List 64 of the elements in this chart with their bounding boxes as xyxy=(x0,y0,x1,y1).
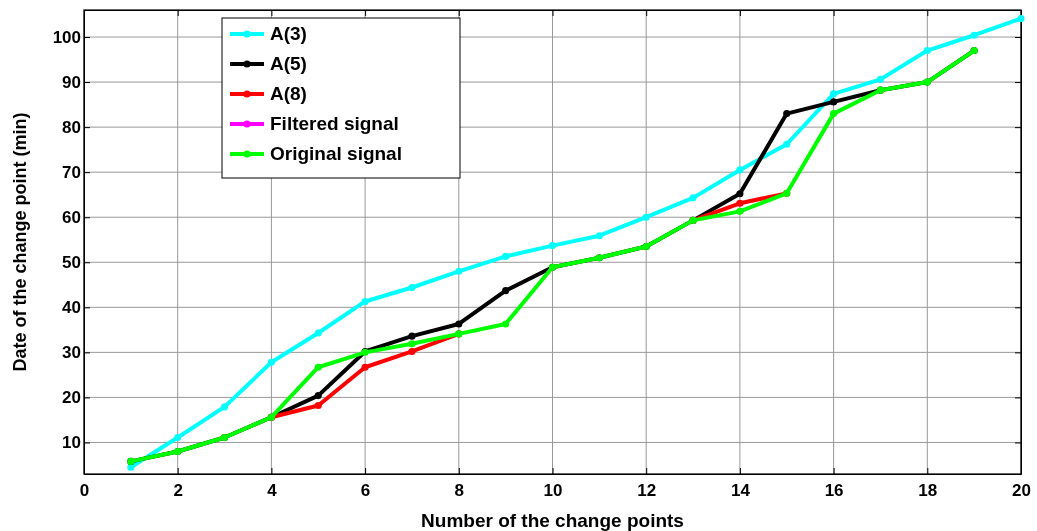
y-axis-title: Date of the change point (min) xyxy=(10,112,30,372)
point xyxy=(736,190,744,198)
point xyxy=(314,329,322,337)
point xyxy=(736,166,744,174)
point xyxy=(361,297,369,306)
x-tick-label: 2 xyxy=(173,480,183,500)
point xyxy=(970,31,978,39)
x-tick-label: 6 xyxy=(360,480,371,500)
point xyxy=(736,199,744,207)
y-tick-label: 30 xyxy=(62,343,81,363)
point xyxy=(783,110,791,118)
point xyxy=(408,332,416,340)
x-tick-label: 12 xyxy=(637,480,657,500)
point xyxy=(642,213,650,221)
x-tick-label: 16 xyxy=(824,480,844,500)
x-tick-label: 20 xyxy=(1012,480,1031,500)
x-axis-title: Number of the change points xyxy=(421,510,684,531)
point xyxy=(408,283,416,292)
point xyxy=(314,401,322,410)
legend-label: A(8) xyxy=(270,83,307,104)
point xyxy=(548,242,557,250)
x-tick-label: 14 xyxy=(730,480,751,500)
point xyxy=(408,347,416,356)
point xyxy=(923,46,931,55)
point xyxy=(127,463,135,471)
legend-label: A(5) xyxy=(270,53,307,74)
point xyxy=(502,287,510,295)
point xyxy=(502,252,510,260)
y-tick-label: 80 xyxy=(62,118,81,138)
point xyxy=(830,98,838,106)
x-tick-label: 8 xyxy=(454,480,465,500)
point xyxy=(830,110,838,118)
point xyxy=(502,320,510,328)
point xyxy=(736,207,744,215)
point xyxy=(689,194,697,202)
point xyxy=(595,232,603,240)
point xyxy=(361,363,369,371)
legend-label: A(3) xyxy=(270,23,307,44)
x-tick-label: 10 xyxy=(543,480,563,500)
x-tick-label: 4 xyxy=(267,480,278,500)
point xyxy=(220,403,229,411)
point xyxy=(314,392,322,400)
point xyxy=(876,75,885,83)
legend-label: Filtered signal xyxy=(270,113,399,134)
point xyxy=(1017,15,1025,23)
y-tick-label: 100 xyxy=(52,27,81,47)
point xyxy=(408,340,416,348)
y-tick-label: 20 xyxy=(62,388,81,408)
y-tick-label: 50 xyxy=(62,253,81,273)
y-tick-label: 40 xyxy=(62,298,81,318)
point xyxy=(314,363,322,371)
y-tick-label: 90 xyxy=(62,73,81,93)
point xyxy=(783,140,791,148)
point xyxy=(267,358,275,366)
point xyxy=(455,267,463,275)
y-tick-label: 10 xyxy=(62,433,81,453)
point xyxy=(174,433,182,442)
legend-label: Original signal xyxy=(270,143,402,164)
x-tick-label: 0 xyxy=(79,480,90,500)
point xyxy=(830,90,838,98)
y-tick-label: 70 xyxy=(62,163,81,183)
point xyxy=(455,320,463,328)
y-tick-label: 60 xyxy=(62,208,81,228)
x-tick-label: 18 xyxy=(918,480,938,500)
